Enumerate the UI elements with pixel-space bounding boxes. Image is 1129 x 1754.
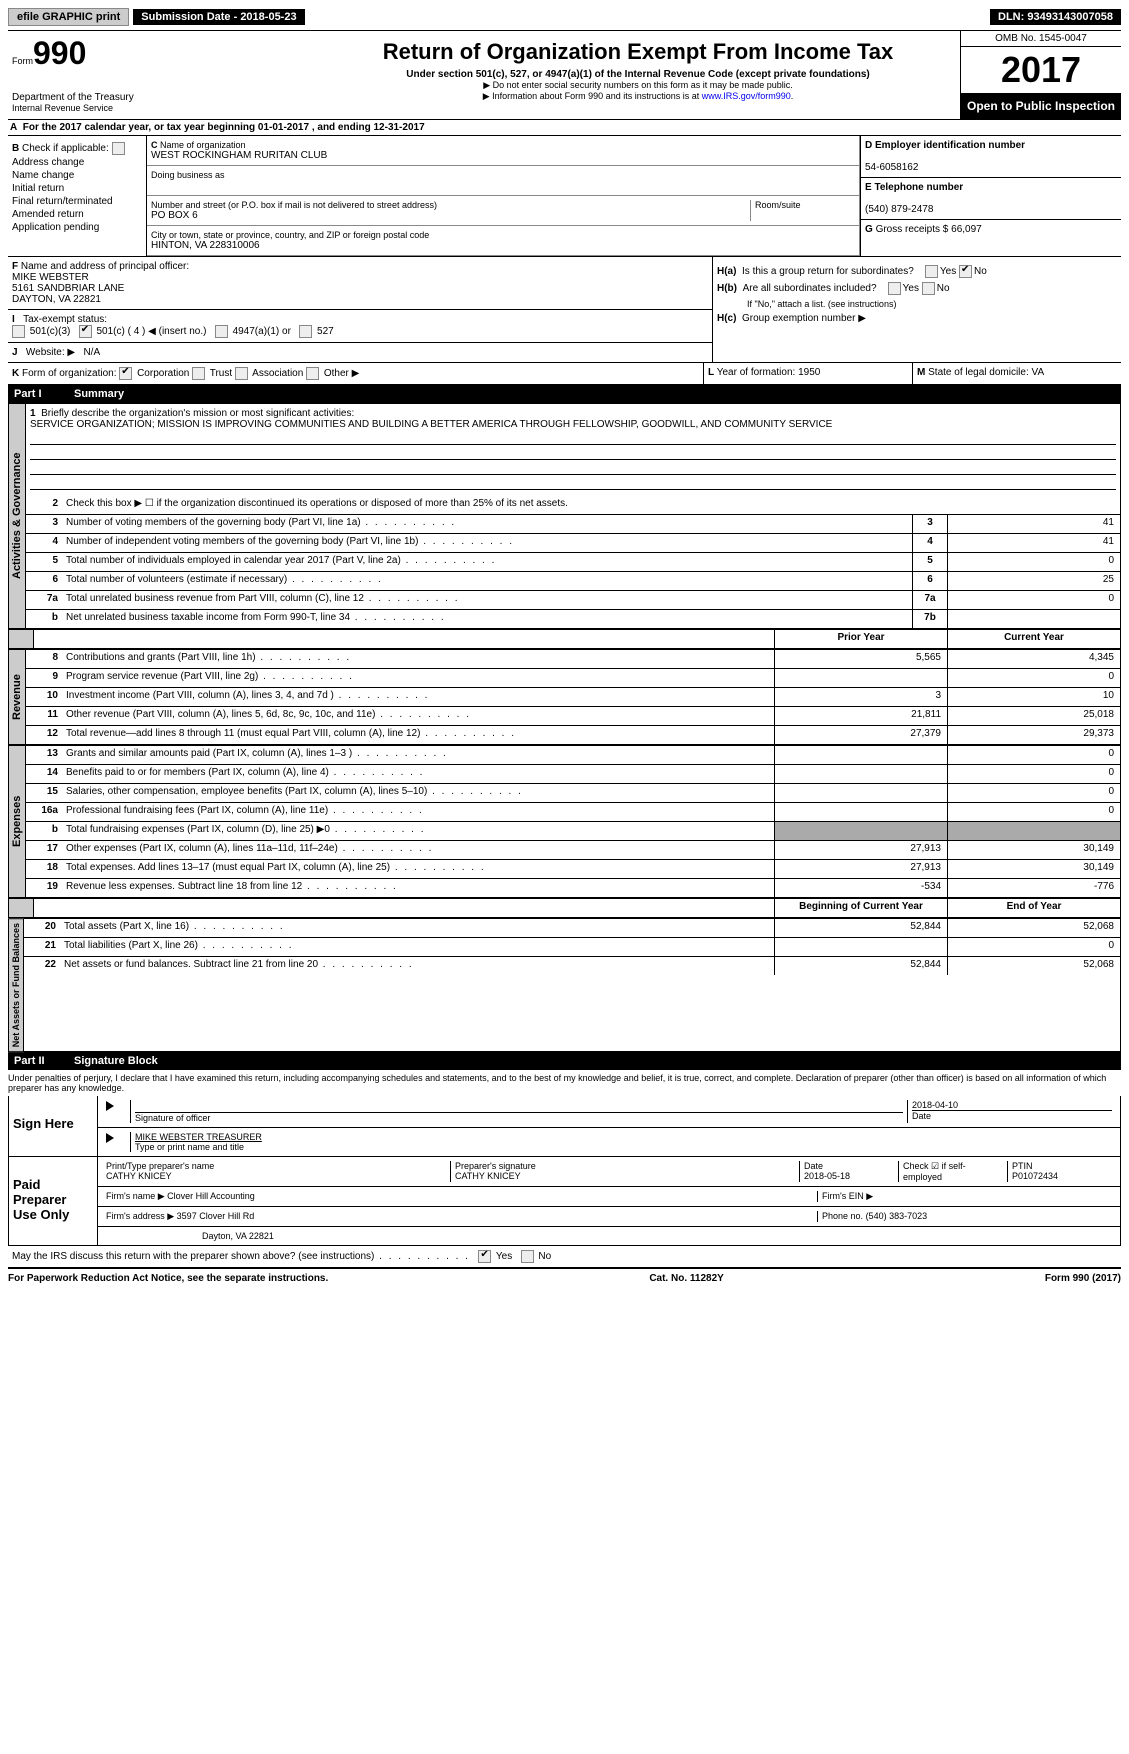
tax-year: 2017: [961, 47, 1121, 93]
ssn-note: ▶ Do not enter social security numbers o…: [320, 80, 956, 91]
checkbox[interactable]: [959, 265, 972, 278]
checkbox[interactable]: [478, 1250, 491, 1263]
tab-governance: Activities & Governance: [8, 403, 26, 629]
row-klm: K Form of organization: Corporation Trus…: [8, 363, 1121, 385]
section-b-to-g: B Check if applicable: Address changeNam…: [8, 136, 1121, 257]
year-formed: 1950: [798, 367, 820, 378]
penalties-text: Under penalties of perjury, I declare th…: [8, 1070, 1121, 1096]
ein: 54-6058162: [865, 162, 918, 173]
ptin: P01072434: [1012, 1171, 1058, 1181]
page-footer: For Paperwork Reduction Act Notice, see …: [8, 1268, 1121, 1288]
phone: (540) 879-2478: [865, 204, 933, 215]
sign-here-label: Sign Here: [9, 1096, 98, 1156]
topbar: efile GRAPHIC print Submission Date - 20…: [8, 8, 1121, 26]
preparer-name: CATHY KNICEY: [106, 1171, 172, 1181]
part1-header: Part ISummary: [8, 385, 1121, 403]
tab-revenue: Revenue: [8, 649, 26, 745]
irs-link[interactable]: www.IRS.gov/form990: [702, 91, 791, 101]
arrow-icon: [106, 1101, 114, 1111]
checkbox[interactable]: [79, 325, 92, 338]
part2-header: Part IISignature Block: [8, 1052, 1121, 1070]
checkbox[interactable]: [215, 325, 228, 338]
checkbox[interactable]: [925, 265, 938, 278]
checkbox[interactable]: [12, 325, 25, 338]
info-note: ▶ Information about Form 990 and its ins…: [483, 91, 702, 101]
tab-net-assets: Net Assets or Fund Balances: [8, 918, 24, 1052]
irs: Internal Revenue Service: [12, 103, 312, 113]
discuss-row: May the IRS discuss this return with the…: [8, 1246, 1121, 1268]
sign-date: 2018-04-10: [912, 1100, 958, 1110]
form-subtitle: Under section 501(c), 527, or 4947(a)(1)…: [320, 69, 956, 80]
gross-receipts: 66,097: [951, 224, 982, 235]
dept-treasury: Department of the Treasury: [12, 92, 312, 103]
signature-block: Sign Here Signature of officer2018-04-10…: [8, 1096, 1121, 1246]
checkbox[interactable]: [888, 282, 901, 295]
checkbox[interactable]: [306, 367, 319, 380]
section-f-to-j: F Name and address of principal officer:…: [8, 257, 1121, 363]
open-inspection: Open to Public Inspection: [961, 93, 1121, 119]
website: N/A: [83, 347, 100, 358]
checkbox[interactable]: [192, 367, 205, 380]
firm-addr: 3597 Clover Hill Rd: [177, 1211, 255, 1221]
officer-name-title: MIKE WEBSTER TREASURER: [135, 1132, 262, 1142]
form-title: Return of Organization Exempt From Incom…: [320, 39, 956, 65]
form-number: 990: [33, 35, 86, 71]
box-h: H(a) Is this a group return for subordin…: [712, 257, 1121, 362]
checkbox[interactable]: [112, 142, 125, 155]
firm-phone: (540) 383-7023: [866, 1211, 928, 1221]
street: PO BOX 6: [151, 210, 750, 221]
mission-text: SERVICE ORGANIZATION; MISSION IS IMPROVI…: [30, 419, 832, 430]
box-b: B Check if applicable: Address changeNam…: [8, 136, 147, 256]
tab-expenses: Expenses: [8, 745, 26, 898]
form-word: Form: [12, 56, 33, 66]
checkbox[interactable]: [235, 367, 248, 380]
paid-preparer-label: Paid Preparer Use Only: [9, 1157, 98, 1245]
officer-name: MIKE WEBSTER: [12, 272, 89, 283]
efile-btn[interactable]: efile GRAPHIC print: [8, 8, 129, 26]
submission-date: Submission Date - 2018-05-23: [133, 9, 304, 25]
arrow-icon: [106, 1133, 114, 1143]
checkbox[interactable]: [521, 1250, 534, 1263]
city: HINTON, VA 228310006: [151, 240, 855, 251]
dln: DLN: 93493143007058: [990, 9, 1121, 25]
prep-date: 2018-05-18: [804, 1171, 850, 1181]
checkbox[interactable]: [119, 367, 132, 380]
firm-name: Clover Hill Accounting: [167, 1191, 255, 1201]
org-name: WEST ROCKINGHAM RURITAN CLUB: [151, 150, 855, 161]
checkbox[interactable]: [922, 282, 935, 295]
checkbox[interactable]: [299, 325, 312, 338]
state: VA: [1032, 367, 1045, 378]
omb-number: OMB No. 1545-0047: [961, 31, 1121, 47]
form-header: Form990 Department of the Treasury Inter…: [8, 30, 1121, 120]
row-a: A For the 2017 calendar year, or tax yea…: [8, 120, 1121, 136]
